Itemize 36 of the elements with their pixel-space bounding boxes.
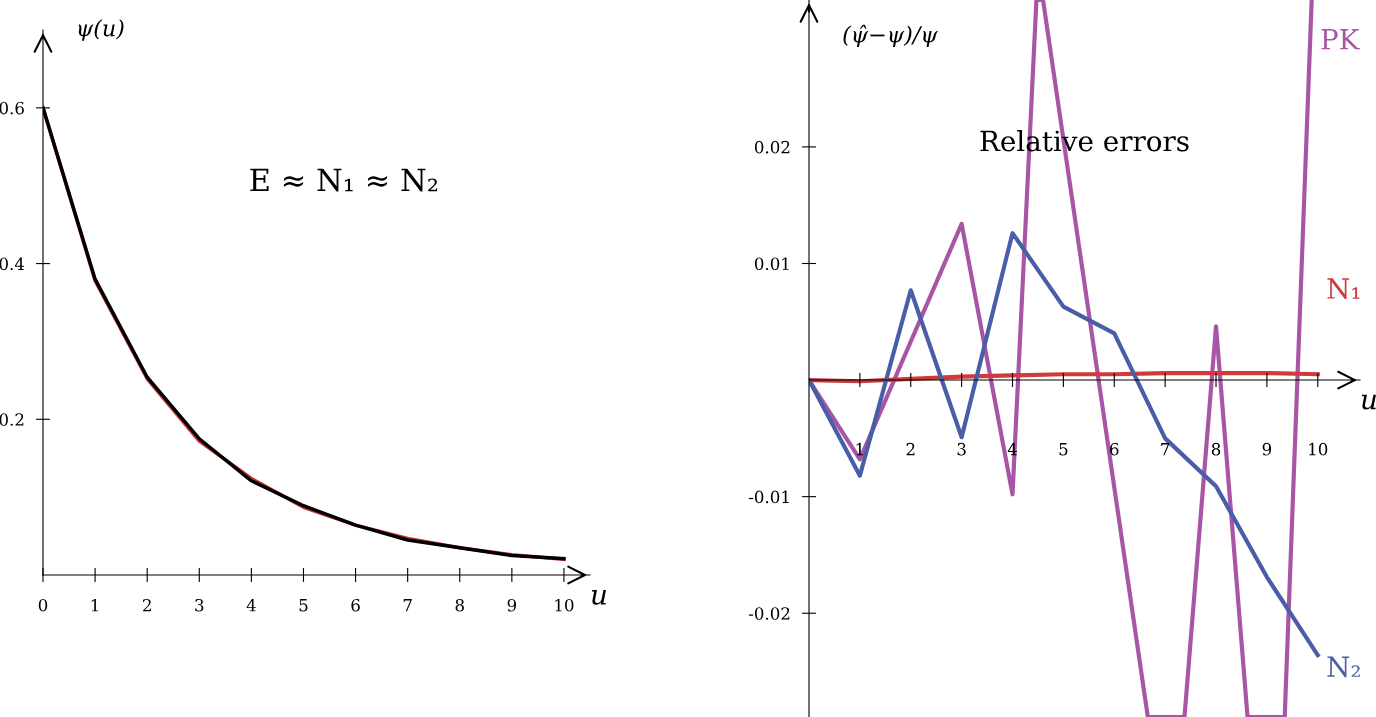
annotation: E ≈ N₁ ≈ N₂: [250, 168, 438, 192]
x-tick-label: 6: [1110, 442, 1119, 456]
x-tick-label: 4: [246, 598, 256, 612]
x-axis-title: u: [1361, 394, 1376, 410]
y-tick-label: 0.6: [0, 101, 24, 115]
x-tick-label: 7: [403, 599, 412, 612]
x-tick-label: 2: [906, 442, 915, 456]
x-tick-label: 5: [1059, 443, 1068, 456]
x-tick-label: 0: [38, 598, 48, 612]
y-tick-label: 0.4: [0, 257, 25, 271]
x-tick-label: 3: [195, 598, 204, 612]
line-series: [809, 370, 1320, 384]
x-tick-label: 9: [1262, 442, 1272, 456]
x-tick-label: 8: [1211, 442, 1221, 456]
x-tick-label: 10: [555, 598, 574, 612]
x-tick-label: 2: [143, 598, 151, 612]
x-tick-label: 10: [1309, 442, 1328, 456]
y-tick-label: 0.02: [754, 140, 790, 154]
x-tick-label: 7: [1161, 443, 1170, 456]
y-tick-label: 0.01: [754, 257, 789, 271]
x-tick-label: 6: [351, 598, 360, 612]
x-tick-label: 5: [299, 599, 308, 612]
x-tick-label: 1: [856, 442, 863, 456]
x-tick-label: 9: [507, 598, 517, 612]
x-tick-label: 1: [91, 598, 99, 612]
x-tick-label: 8: [455, 598, 464, 612]
x-axis-title: u: [591, 590, 606, 605]
y-tick-label: 0.2: [0, 413, 24, 426]
y-axis-title: (ψ̂−ψ)/ψ: [843, 24, 938, 48]
series-label: N₂: [1327, 656, 1360, 678]
x-tick-label: 3: [957, 442, 966, 456]
y-tick-label: -0.01: [748, 490, 789, 504]
y-axis-title: ψ(u): [78, 19, 124, 41]
series-label: PK: [1321, 29, 1360, 50]
text: N₁: [1327, 278, 1360, 299]
y-tick-label: -0.02: [748, 607, 790, 620]
